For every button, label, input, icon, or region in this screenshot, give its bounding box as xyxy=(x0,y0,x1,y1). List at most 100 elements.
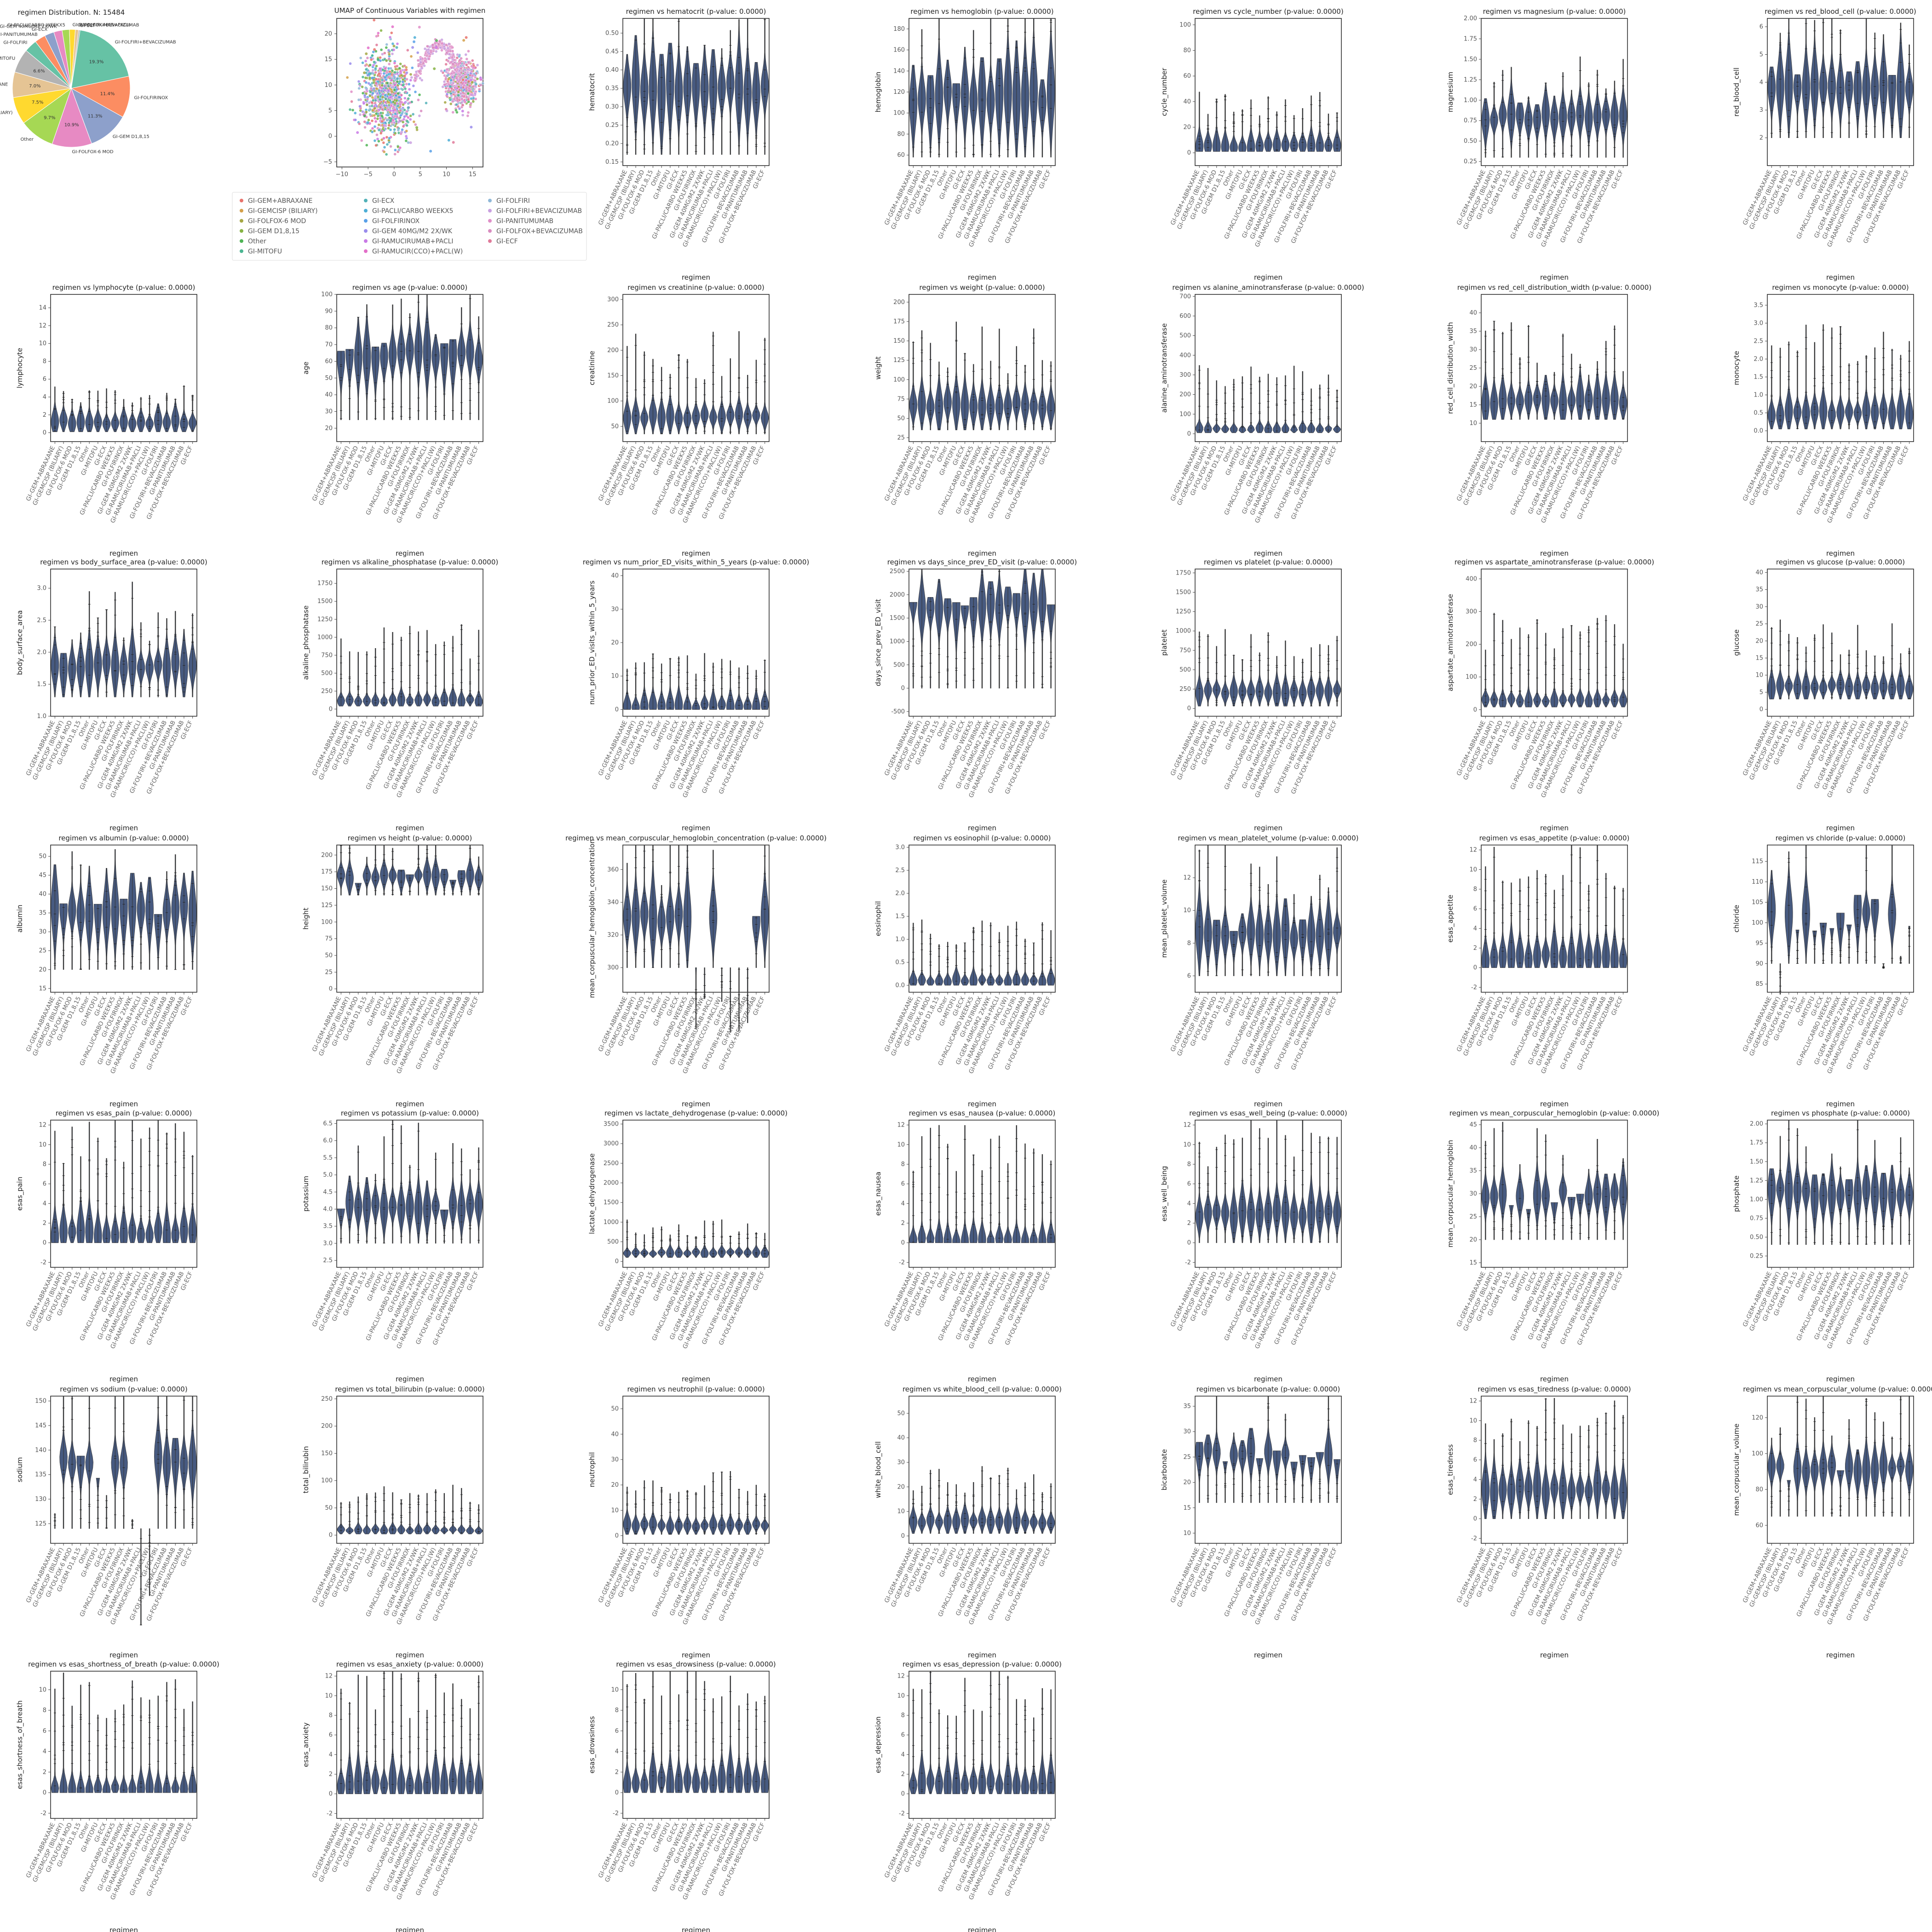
umap-point xyxy=(434,42,437,45)
umap-point xyxy=(363,121,366,123)
umap-point xyxy=(449,98,452,101)
umap-point xyxy=(367,119,370,121)
umap-point xyxy=(409,73,412,76)
umap-point xyxy=(435,46,437,49)
umap-point xyxy=(391,25,394,28)
violin-y-tick-label: 500 xyxy=(893,661,905,668)
violin-y-tick-label: 150 xyxy=(893,338,905,345)
umap-point xyxy=(397,92,400,95)
umap-point xyxy=(472,100,475,103)
violin-x-axis-label: regimen xyxy=(682,273,710,282)
violin-y-tick-label: 10 xyxy=(611,673,619,680)
umap-point xyxy=(394,132,397,135)
violin-y-axis-label: cycle_number xyxy=(1160,68,1169,116)
umap-point xyxy=(354,119,357,121)
umap-point xyxy=(416,52,419,54)
violin-panel: regimen vs red_cell_distribution_width (… xyxy=(1446,283,1651,558)
violin-y-axis-label: red_blood_cell xyxy=(1732,68,1741,117)
violin-x-axis-label: regimen xyxy=(968,273,996,282)
umap-point xyxy=(456,53,459,56)
umap-point xyxy=(372,72,374,75)
umap-point xyxy=(385,43,388,46)
violin-panel: regimen vs body_surface_area (p-value: 0… xyxy=(16,558,207,832)
umap-point xyxy=(449,50,452,52)
umap-y-tick-label: −5 xyxy=(323,159,332,166)
violin-y-tick-label: 70 xyxy=(325,341,333,348)
violin-y-tick-label: 0.0 xyxy=(1754,428,1763,435)
umap-point xyxy=(466,68,469,71)
umap-point xyxy=(403,75,406,77)
violin-x-axis-label: regimen xyxy=(1540,549,1569,558)
umap-point xyxy=(402,118,405,121)
umap-point xyxy=(396,65,398,68)
umap-point xyxy=(415,75,418,78)
umap-point xyxy=(402,80,404,83)
umap-point xyxy=(414,36,416,39)
umap-point xyxy=(392,86,395,89)
umap-point xyxy=(402,103,404,106)
violin-y-tick-label: 0.30 xyxy=(605,104,619,110)
umap-point xyxy=(397,121,400,124)
violin-y-tick-label: 1250 xyxy=(317,616,333,623)
umap-point xyxy=(448,139,450,142)
umap-legend-marker xyxy=(240,249,243,253)
violin-y-tick-label: 2500 xyxy=(890,568,905,575)
umap-point xyxy=(378,129,380,132)
umap-point xyxy=(465,96,468,98)
violin-y-axis-label: days_since_prev_ED_visit xyxy=(874,599,883,686)
umap-point xyxy=(446,75,448,77)
umap-point xyxy=(474,92,477,95)
umap-point xyxy=(380,48,383,51)
umap-point xyxy=(467,61,470,64)
violin-y-tick-label: 20 xyxy=(1183,124,1191,131)
umap-point xyxy=(446,93,448,96)
umap-legend-label: GI-ECF xyxy=(496,238,518,245)
violin-y-axis-label: num_prior_ED_visits_within_5_years xyxy=(588,581,597,705)
violin-y-tick-label: 0 xyxy=(615,706,619,713)
violin-panel: regimen vs age (p-value: 0.0000)20304050… xyxy=(302,283,483,558)
pie-pct-label: 6.6% xyxy=(33,69,45,74)
umap-point xyxy=(383,146,386,149)
umap-point xyxy=(385,136,388,138)
violin-title: regimen vs creatinine (p-value: 0.0000) xyxy=(627,283,765,292)
umap-point xyxy=(413,40,415,43)
umap-legend-marker xyxy=(488,229,492,233)
violin-y-tick-label: 200 xyxy=(893,299,905,306)
umap-point xyxy=(395,99,398,102)
umap-point xyxy=(365,52,368,55)
umap-point xyxy=(351,100,353,103)
umap-point xyxy=(456,66,459,69)
violin-y-tick-label: 75 xyxy=(897,396,905,402)
umap-point xyxy=(395,94,397,97)
violin-y-tick-label: 1.25 xyxy=(1464,76,1477,83)
umap-point xyxy=(375,35,378,38)
umap-point xyxy=(381,69,384,71)
violin-y-tick-label: 100 xyxy=(1179,22,1191,29)
violin-title: regimen vs monocyte (p-value: 0.0000) xyxy=(1772,283,1909,292)
umap-point xyxy=(402,121,404,123)
violin-x-axis-label: regimen xyxy=(1826,273,1855,282)
violin-y-tick-label: 500 xyxy=(321,670,333,677)
violin-panel: regimen vs cycle_number (p-value: 0.0000… xyxy=(1160,7,1344,282)
umap-point xyxy=(464,101,466,104)
umap-point xyxy=(369,113,372,116)
umap-point xyxy=(375,44,378,46)
umap-point xyxy=(359,84,362,87)
umap-point xyxy=(467,50,470,52)
umap-point xyxy=(452,111,454,114)
violin-x-axis-label: regimen xyxy=(1254,549,1282,558)
umap-point xyxy=(383,150,385,153)
umap-point xyxy=(368,101,371,104)
umap-point xyxy=(374,144,377,147)
umap-point xyxy=(459,73,461,76)
umap-legend-label: GI-GEMCISP (BILIARY) xyxy=(248,207,318,215)
umap-legend-marker xyxy=(488,239,492,243)
umap-point xyxy=(468,87,471,90)
umap-point xyxy=(380,90,383,92)
violin-y-tick-label: 0.50 xyxy=(1464,138,1477,145)
violin-title: regimen vs hematocrit (p-value: 0.0000) xyxy=(626,7,766,16)
umap-point xyxy=(377,78,380,80)
umap-legend-label: GI-FOLFOX-6 MOD xyxy=(248,218,306,225)
umap-point xyxy=(447,78,450,80)
